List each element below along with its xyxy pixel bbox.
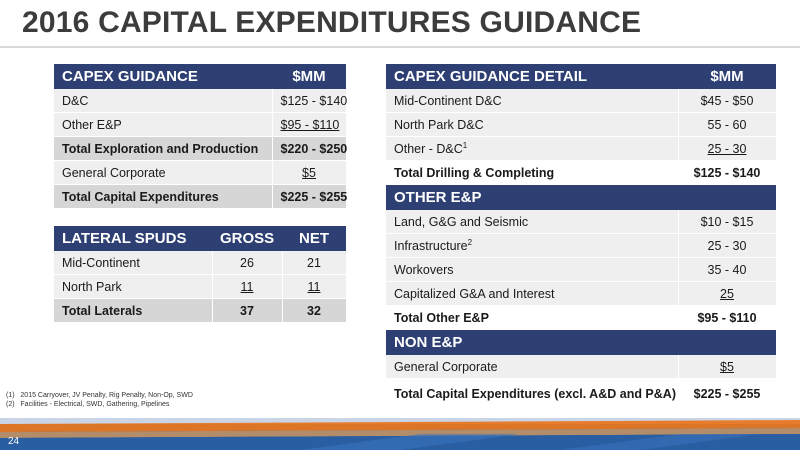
row-value: $45 - $50 (678, 89, 777, 113)
footnote-number: (2) (6, 401, 15, 408)
footnote-text: 2015 Carryover, JV Penalty, Rig Penalty,… (20, 392, 193, 399)
row-value: 55 - 60 (678, 112, 777, 137)
row-value: 25 - 30 (678, 136, 777, 161)
row-net: 32 (282, 298, 347, 323)
row-value: $95 - $110 (272, 112, 347, 137)
table-row: Other - D&C1 25 - 30 (386, 136, 777, 161)
table-row-total: Total Capital Expenditures $225 - $255 (54, 184, 347, 209)
table-row: Capitalized G&A and Interest 25 (386, 281, 777, 306)
lateral-spuds-table: LATERAL SPUDS GROSS NET Mid-Continent 26… (54, 226, 347, 323)
table-row-total: Total Exploration and Production $220 - … (54, 136, 347, 161)
row-label: D&C (54, 89, 273, 113)
row-value: $10 - $15 (678, 210, 777, 234)
non-ep-header: NON E&P (386, 329, 776, 355)
table-row: D&C $125 - $140 (54, 89, 347, 113)
row-label: Workovers (386, 257, 679, 282)
row-label-with-footnote: Infrastructure2 (386, 233, 679, 258)
row-net: 11 (282, 274, 347, 299)
row-label: North Park (54, 274, 213, 299)
row-label-with-footnote: Other - D&C1 (386, 136, 679, 161)
row-gross: 37 (212, 298, 283, 323)
footnote-text: Facilities - Electrical, SWD, Gathering,… (20, 401, 170, 408)
row-value: $125 - $140 (272, 89, 347, 113)
footnote-number: (1) (6, 392, 15, 399)
row-label: Total Capital Expenditures (excl. A&D an… (386, 378, 679, 410)
row-value: $225 - $255 (272, 184, 347, 209)
footnote-2: (2) Facilities - Electrical, SWD, Gather… (6, 401, 169, 408)
row-label: Total Laterals (54, 298, 213, 323)
row-label: Total Capital Expenditures (54, 184, 273, 209)
table-row-total: Total Capital Expenditures (excl. A&D an… (386, 378, 777, 410)
footnote-ref: 1 (462, 140, 468, 150)
row-value: $5 (678, 355, 777, 379)
row-value: $225 - $255 (678, 378, 777, 410)
table-row: Mid-Continent 26 21 (54, 251, 347, 275)
title-divider (0, 46, 800, 48)
table-row: General Corporate $5 (54, 160, 347, 185)
row-value: $220 - $250 (272, 136, 347, 161)
other-ep-header: OTHER E&P (386, 184, 776, 210)
table-row: North Park D&C 55 - 60 (386, 112, 777, 137)
table-row-total: Total Other E&P $95 - $110 (386, 305, 777, 330)
spuds-header-gross: GROSS (212, 226, 282, 251)
row-label: Total Drilling & Completing (386, 160, 679, 185)
table-row: Land, G&G and Seismic $10 - $15 (386, 210, 777, 234)
table-row: Workovers 35 - 40 (386, 257, 777, 282)
capex-header-mm: $MM (272, 64, 346, 89)
capex-detail-table: CAPEX GUIDANCE DETAIL $MM Mid-Continent … (386, 64, 777, 410)
row-label: North Park D&C (386, 112, 679, 137)
row-gross: 26 (212, 251, 283, 275)
table-row-total: Total Laterals 37 32 (54, 298, 347, 323)
row-gross: 11 (212, 274, 283, 299)
row-label: Total Other E&P (386, 305, 679, 330)
row-value: 25 (678, 281, 777, 306)
detail-header-mm: $MM (678, 64, 776, 89)
capex-guidance-table: CAPEX GUIDANCE $MM D&C $125 - $140 Other… (54, 64, 347, 209)
table-row: North Park 11 11 (54, 274, 347, 299)
row-value: $95 - $110 (678, 305, 777, 330)
row-label: Mid-Continent D&C (386, 89, 679, 113)
row-label: Land, G&G and Seismic (386, 210, 679, 234)
capex-header-label: CAPEX GUIDANCE (54, 64, 272, 89)
footer-decorative-band (0, 418, 800, 450)
row-label: Other - D&C (394, 141, 463, 156)
page-title: 2016 CAPITAL EXPENDITURES GUIDANCE (22, 6, 642, 39)
table-row: General Corporate $5 (386, 355, 777, 379)
row-net: 21 (282, 251, 347, 275)
detail-header-label: CAPEX GUIDANCE DETAIL (386, 64, 678, 89)
row-label: Total Exploration and Production (54, 136, 273, 161)
table-row-total: Total Drilling & Completing $125 - $140 (386, 160, 777, 185)
spuds-header-net: NET (282, 226, 346, 251)
row-label: Other E&P (54, 112, 273, 137)
row-label: Infrastructure (394, 238, 468, 253)
table-row: Other E&P $95 - $110 (54, 112, 347, 137)
row-label: Capitalized G&A and Interest (386, 281, 679, 306)
table-row: Mid-Continent D&C $45 - $50 (386, 89, 777, 113)
footnote-ref: 2 (467, 237, 473, 247)
row-label: General Corporate (386, 355, 679, 379)
row-label: Mid-Continent (54, 251, 213, 275)
row-value: 35 - 40 (678, 257, 777, 282)
row-value: $5 (272, 160, 347, 185)
row-value: $125 - $140 (678, 160, 777, 185)
row-label: General Corporate (54, 160, 273, 185)
row-value: 25 - 30 (678, 233, 777, 258)
spuds-header-label: LATERAL SPUDS (54, 226, 212, 251)
table-row: Infrastructure2 25 - 30 (386, 233, 777, 258)
page-number: 24 (8, 436, 20, 447)
footnote-1: (1) 2015 Carryover, JV Penalty, Rig Pena… (6, 392, 193, 399)
